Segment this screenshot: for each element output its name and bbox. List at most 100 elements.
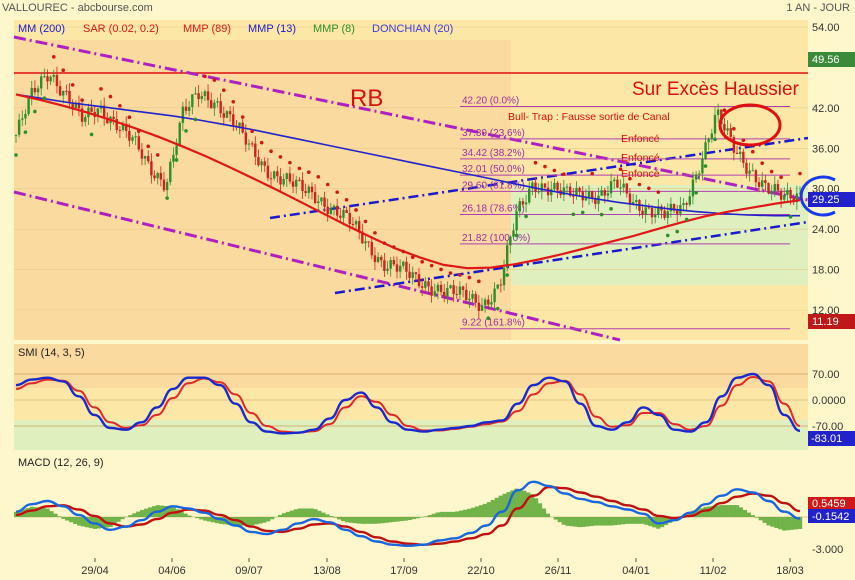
last-price-badge: 29.25	[812, 194, 840, 206]
macd-hist-bar	[297, 508, 302, 517]
macd-hist-bar	[415, 517, 421, 519]
macd-value-badge: 0.5459	[812, 498, 846, 510]
candle-body	[14, 134, 18, 136]
x-tick-label: 04/06	[158, 565, 186, 577]
macd-hist-bar	[344, 517, 350, 523]
candle-body	[613, 179, 616, 182]
x-tick-label: 04/01	[622, 565, 650, 577]
candle-body	[616, 179, 619, 188]
candle-body	[767, 183, 770, 194]
bull-trap-annotation: Bull- Trap : Fausse sortie de Canal	[508, 111, 670, 123]
candle-body	[162, 179, 166, 191]
sar-dot	[665, 233, 670, 238]
candle-body	[197, 93, 200, 100]
x-tick-label: 11/02	[700, 565, 727, 577]
candle-body	[449, 285, 452, 289]
macd-hist-bar	[423, 516, 428, 517]
sar-dot	[684, 217, 689, 222]
macd-hist-bar	[597, 517, 602, 526]
macd-hist-bar	[766, 517, 771, 526]
sar-dot	[694, 190, 698, 195]
macd-hist-bar	[49, 511, 54, 517]
macd-hist-bar	[746, 512, 751, 517]
macd-value-badge-bg	[808, 497, 855, 510]
sar-dot	[760, 161, 765, 165]
candle-body	[36, 88, 40, 93]
sar-dot	[448, 271, 453, 275]
macd-hist-bar	[707, 506, 712, 517]
x-tick-label: 09/07	[235, 565, 263, 577]
sar-dot	[363, 219, 368, 224]
macd-hist-bar	[262, 517, 267, 523]
resistance-badge-bg	[808, 52, 855, 67]
candle-body	[723, 124, 726, 131]
sar-dot	[505, 273, 509, 277]
candle-body	[748, 170, 751, 174]
macd-hist-bar	[723, 505, 728, 517]
candle-body	[515, 211, 518, 231]
candle-body	[452, 285, 455, 295]
candle-body	[698, 173, 701, 175]
macd-hist-bar	[581, 517, 586, 527]
candle-body	[528, 188, 531, 203]
sar-dot	[628, 176, 632, 181]
macd-hist-bar	[195, 517, 200, 519]
macd-hist-bar	[285, 511, 291, 517]
candle-body	[282, 178, 285, 185]
sar-dot	[174, 158, 179, 162]
candle-body	[46, 76, 49, 82]
candle-body	[364, 241, 367, 244]
candle-body	[408, 271, 411, 278]
sar-dot	[14, 153, 18, 157]
macd-hist-bar	[396, 517, 401, 522]
candle-body	[424, 281, 427, 288]
macd-hist-bar	[96, 517, 101, 529]
candle-body	[716, 109, 720, 115]
candle-body	[483, 299, 487, 306]
candle-body	[783, 194, 786, 200]
macd-hist-bar	[246, 517, 251, 526]
candle-body	[320, 197, 323, 202]
candle-body	[682, 203, 685, 206]
candle-body	[80, 108, 84, 122]
macd-hist-bar	[467, 508, 472, 517]
candle-body	[446, 288, 449, 297]
sar-dot	[250, 129, 254, 134]
price-grid	[14, 26, 808, 311]
macd-hist-bar	[628, 517, 633, 524]
candle-body	[210, 100, 213, 109]
macd-hist-bar	[711, 505, 716, 517]
candle-body	[329, 207, 333, 215]
candle-body	[106, 117, 109, 124]
candle-body	[590, 191, 594, 199]
candle-body	[370, 242, 373, 256]
macd-hist-bar	[636, 517, 641, 524]
candle-body	[276, 171, 279, 177]
y-tick-label: 42.00	[812, 103, 840, 115]
macd-hist-bar	[443, 511, 448, 517]
candle-body	[691, 179, 695, 197]
candle-body	[581, 191, 584, 201]
macd-hist-bar	[163, 505, 168, 517]
candle-body	[436, 284, 440, 292]
macd-hist-bar	[616, 517, 621, 525]
macd-hist-bar	[490, 499, 495, 517]
sar-dot	[609, 207, 613, 211]
candle-body	[65, 90, 68, 92]
macd-hist-bar	[37, 507, 42, 517]
candle-body	[128, 130, 131, 141]
candle-body	[219, 101, 222, 114]
macd-hist-bar	[179, 511, 184, 517]
macd-hist-bar	[352, 517, 358, 524]
candle-body	[603, 190, 606, 196]
macd-hist-bar	[510, 490, 515, 517]
macd-tick-label: -3.000	[812, 544, 843, 556]
candle-body	[587, 191, 591, 198]
candle-body	[729, 128, 732, 138]
sar-dot	[732, 127, 736, 131]
macd-hist-bar	[557, 517, 562, 523]
candle-body	[291, 181, 295, 187]
macd-hist-bar	[731, 505, 736, 517]
candle-body	[342, 209, 345, 218]
